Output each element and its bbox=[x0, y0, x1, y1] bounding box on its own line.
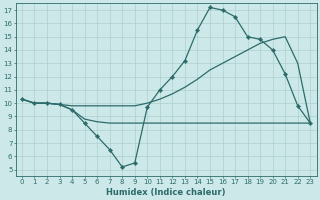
X-axis label: Humidex (Indice chaleur): Humidex (Indice chaleur) bbox=[106, 188, 226, 197]
